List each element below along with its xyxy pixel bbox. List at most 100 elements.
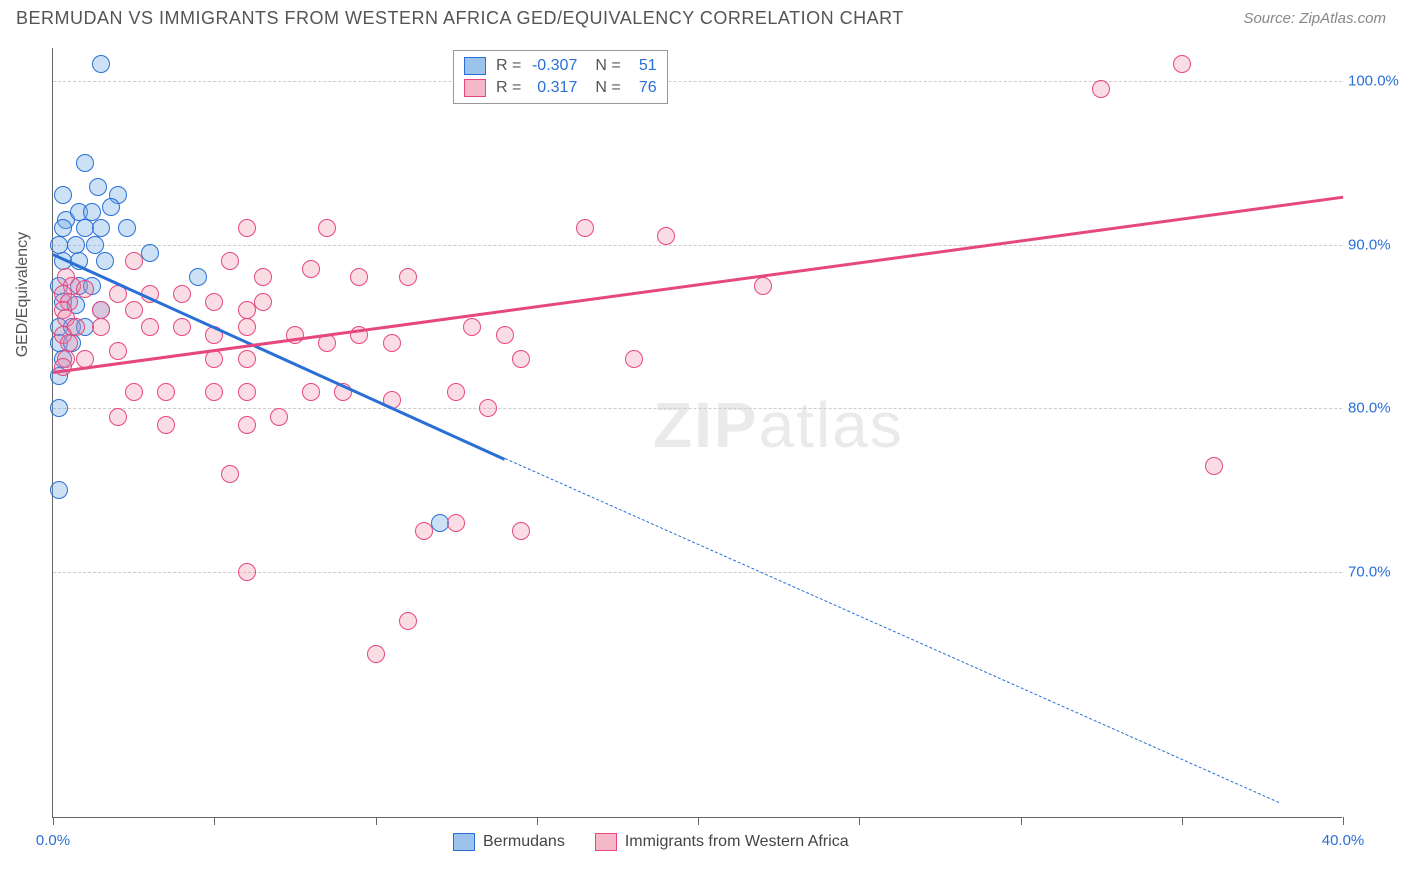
legend-swatch: [464, 79, 486, 97]
scatter-point: [254, 293, 272, 311]
scatter-point: [576, 219, 594, 237]
scatter-point: [89, 178, 107, 196]
scatter-point: [54, 186, 72, 204]
scatter-point: [447, 514, 465, 532]
n-value: 51: [627, 57, 657, 75]
legend-item: Bermudans: [453, 833, 565, 851]
r-value: -0.307: [527, 57, 577, 75]
gridline: [53, 408, 1342, 409]
scatter-point: [238, 219, 256, 237]
scatter-point: [270, 408, 288, 426]
scatter-point: [238, 383, 256, 401]
scatter-point: [657, 227, 675, 245]
scatter-point: [60, 334, 78, 352]
scatter-point: [350, 268, 368, 286]
watermark: ZIPatlas: [653, 388, 904, 462]
scatter-point: [238, 301, 256, 319]
scatter-point: [318, 219, 336, 237]
scatter-point: [238, 350, 256, 368]
scatter-point: [118, 219, 136, 237]
scatter-point: [102, 198, 120, 216]
x-tick: [214, 817, 215, 825]
scatter-point: [238, 563, 256, 581]
scatter-point: [125, 301, 143, 319]
scatter-point: [50, 481, 68, 499]
scatter-point: [302, 383, 320, 401]
scatter-point: [92, 318, 110, 336]
scatter-point: [383, 334, 401, 352]
scatter-point: [173, 285, 191, 303]
scatter-point: [479, 399, 497, 417]
x-tick-label: 0.0%: [36, 832, 70, 849]
y-tick-label: 90.0%: [1348, 236, 1400, 253]
legend-stats-row: R =0.317N =76: [464, 77, 657, 99]
scatter-point: [125, 383, 143, 401]
scatter-point: [625, 350, 643, 368]
r-label: R =: [496, 79, 521, 97]
scatter-point: [399, 268, 417, 286]
scatter-point: [205, 293, 223, 311]
gridline: [53, 245, 1342, 246]
scatter-point: [205, 383, 223, 401]
scatter-point: [92, 301, 110, 319]
scatter-point: [754, 277, 772, 295]
scatter-point: [1205, 457, 1223, 475]
scatter-point: [50, 399, 68, 417]
scatter-point: [447, 383, 465, 401]
scatter-point: [399, 612, 417, 630]
n-label: N =: [595, 57, 620, 75]
legend-stats: R =-0.307N =51R =0.317N =76: [453, 50, 668, 104]
legend-swatch: [595, 833, 617, 851]
x-tick: [53, 817, 54, 825]
scatter-point: [96, 252, 114, 270]
scatter-point: [125, 252, 143, 270]
scatter-point: [205, 350, 223, 368]
scatter-point: [157, 416, 175, 434]
scatter-point: [238, 416, 256, 434]
y-tick-label: 80.0%: [1348, 400, 1400, 417]
source-label: Source: ZipAtlas.com: [1243, 10, 1386, 27]
scatter-point: [141, 318, 159, 336]
legend-label: Immigrants from Western Africa: [625, 833, 849, 851]
scatter-point: [221, 252, 239, 270]
scatter-point: [54, 358, 72, 376]
scatter-point: [173, 318, 191, 336]
y-axis-label: GED/Equivalency: [14, 232, 32, 357]
y-tick-label: 70.0%: [1348, 564, 1400, 581]
scatter-point: [1173, 55, 1191, 73]
scatter-point: [1092, 80, 1110, 98]
y-tick-label: 100.0%: [1348, 72, 1400, 89]
scatter-point: [512, 350, 530, 368]
scatter-point: [141, 244, 159, 262]
x-tick: [859, 817, 860, 825]
scatter-point: [367, 645, 385, 663]
n-label: N =: [595, 79, 620, 97]
scatter-point: [67, 236, 85, 254]
x-tick: [1343, 817, 1344, 825]
legend-swatch: [464, 57, 486, 75]
scatter-point: [238, 318, 256, 336]
scatter-point: [463, 318, 481, 336]
gridline: [53, 81, 1342, 82]
r-value: 0.317: [527, 79, 577, 97]
scatter-point: [221, 465, 239, 483]
legend-swatch: [453, 833, 475, 851]
scatter-point: [189, 268, 207, 286]
scatter-point: [76, 154, 94, 172]
legend-stats-row: R = -0.307 N = 51: [464, 55, 657, 77]
scatter-point: [92, 55, 110, 73]
x-tick-label: 40.0%: [1322, 832, 1365, 849]
chart-title: BERMUDAN VS IMMIGRANTS FROM WESTERN AFRI…: [16, 8, 904, 29]
scatter-point: [157, 383, 175, 401]
scatter-point: [512, 522, 530, 540]
r-label: R =: [496, 57, 521, 75]
scatter-point: [496, 326, 514, 344]
scatter-point: [415, 522, 433, 540]
scatter-point: [109, 408, 127, 426]
legend-item: Immigrants from Western Africa: [595, 833, 849, 851]
x-tick: [1021, 817, 1022, 825]
scatter-point: [76, 280, 94, 298]
x-tick: [698, 817, 699, 825]
trend-line: [504, 458, 1278, 803]
x-tick: [376, 817, 377, 825]
